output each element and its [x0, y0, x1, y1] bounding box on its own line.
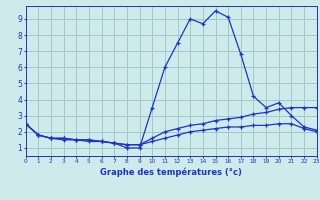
X-axis label: Graphe des températures (°c): Graphe des températures (°c): [100, 167, 242, 177]
